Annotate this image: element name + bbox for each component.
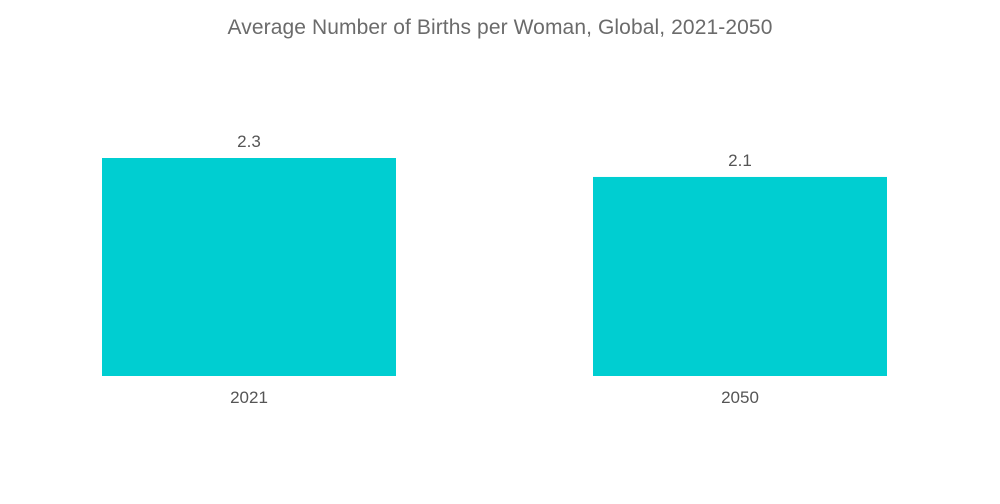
bars-layer — [102, 158, 887, 376]
labels-layer: 2.3 2021 2.1 2050 — [230, 132, 759, 407]
data-label-2021: 2.3 — [237, 132, 261, 151]
x-tick-label-2021: 2021 — [230, 388, 268, 407]
bar-2021 — [102, 158, 396, 376]
x-tick-label-2050: 2050 — [721, 388, 759, 407]
chart-title: Average Number of Births per Woman, Glob… — [227, 16, 773, 39]
data-label-2050: 2.1 — [728, 151, 752, 170]
bar-2050 — [593, 176, 887, 376]
